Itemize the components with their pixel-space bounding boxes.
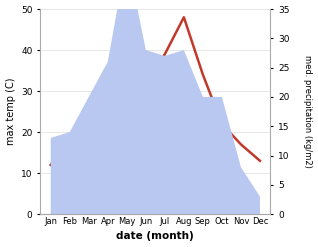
X-axis label: date (month): date (month) [116, 231, 194, 242]
Y-axis label: max temp (C): max temp (C) [5, 78, 16, 145]
Y-axis label: med. precipitation (kg/m2): med. precipitation (kg/m2) [303, 55, 313, 168]
